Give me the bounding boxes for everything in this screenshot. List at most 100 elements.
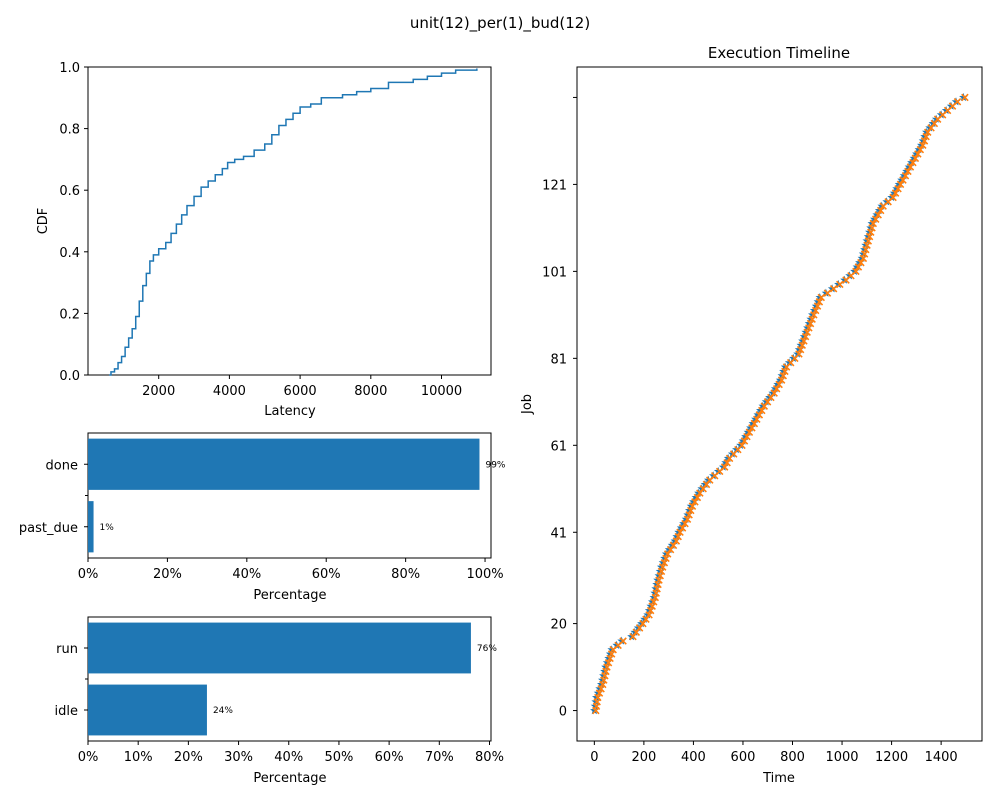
timeline-end-point bbox=[860, 250, 869, 258]
timeline-end-point bbox=[909, 158, 917, 167]
util-xtick-label: 30% bbox=[224, 750, 253, 765]
timeline-end-point bbox=[723, 458, 731, 467]
timeline-end-point bbox=[906, 163, 915, 171]
cdf-line bbox=[109, 68, 478, 376]
timeline-end-point bbox=[777, 376, 786, 384]
cdf-xlabel: Latency bbox=[264, 404, 316, 419]
timeline-end-point bbox=[662, 554, 670, 563]
timeline-end-point bbox=[863, 241, 871, 250]
cdf-ytick-label: 0.6 bbox=[59, 184, 80, 199]
timeline-end-point bbox=[663, 550, 672, 558]
timeline-end-point bbox=[672, 537, 681, 545]
util-xtick-label: 80% bbox=[475, 750, 504, 765]
timeline-end-point bbox=[862, 245, 870, 254]
util-value-label: 76% bbox=[477, 644, 497, 654]
timeline-end-point bbox=[656, 571, 664, 580]
timeline-end-point bbox=[901, 171, 910, 180]
timeline-end-point bbox=[649, 598, 658, 606]
timeline-end-point bbox=[666, 545, 675, 554]
timeline-end-point bbox=[658, 563, 667, 571]
timeline-end-point bbox=[889, 193, 897, 202]
timeline-ytick-label: 81 bbox=[550, 352, 567, 367]
timeline-end-point bbox=[642, 615, 650, 624]
timeline-end-point bbox=[655, 576, 663, 584]
timeline-end-point bbox=[852, 267, 860, 276]
execution-timeline-chart: Execution Timeline Time Job 0 200 400 600 80… bbox=[520, 44, 983, 786]
util-category-label: idle bbox=[55, 704, 78, 719]
status-xtick-label: 20% bbox=[153, 567, 182, 582]
timeline-end-point bbox=[594, 693, 602, 702]
timeline-end-point bbox=[829, 285, 838, 293]
timeline-end-point bbox=[854, 263, 863, 271]
timeline-end-point bbox=[685, 511, 693, 519]
timeline-end-point bbox=[876, 206, 885, 215]
timeline-end-point bbox=[803, 328, 811, 337]
util-xlabel: Percentage bbox=[253, 771, 326, 786]
timeline-end-point bbox=[961, 93, 969, 102]
status-xlabel: Percentage bbox=[253, 588, 326, 603]
timeline-end-point bbox=[603, 663, 611, 671]
timeline-end-point bbox=[669, 541, 678, 550]
util-xtick-label: 70% bbox=[425, 750, 454, 765]
status-category-label: past_due bbox=[19, 521, 78, 536]
figure-title: unit(12)_per(1)_bud(12) bbox=[410, 14, 590, 33]
status-bar-done bbox=[88, 438, 480, 490]
timeline-end-point bbox=[916, 145, 925, 154]
timeline-end-point bbox=[639, 619, 647, 628]
timeline-xlabel: Time bbox=[762, 771, 795, 786]
timeline-end-point bbox=[891, 189, 900, 197]
timeline-end-point bbox=[806, 319, 815, 328]
timeline-end-point bbox=[817, 293, 826, 302]
timeline-end-point bbox=[720, 463, 729, 471]
timeline-end-point bbox=[676, 528, 684, 537]
timeline-end-point bbox=[874, 211, 882, 219]
timeline-end-point bbox=[808, 315, 816, 323]
timeline-end-point bbox=[796, 345, 805, 354]
timeline-end-markers bbox=[592, 93, 969, 715]
timeline-end-point bbox=[688, 502, 697, 510]
timeline-end-point bbox=[772, 385, 781, 393]
timeline-end-point bbox=[770, 389, 778, 397]
status-value-label: 99% bbox=[485, 460, 505, 470]
timeline-end-point bbox=[865, 232, 874, 241]
util-xtick-label: 60% bbox=[375, 750, 404, 765]
util-bar-run bbox=[88, 622, 471, 674]
timeline-end-point bbox=[811, 306, 820, 315]
timeline-end-point bbox=[595, 689, 604, 697]
timeline-end-point bbox=[691, 498, 699, 506]
timeline-end-point bbox=[899, 176, 907, 184]
timeline-xtick-label: 200 bbox=[631, 750, 656, 765]
cdf-chart: Latency CDF 2000 4000 6000 8000 10000 0.0 0.2 0… bbox=[36, 61, 492, 419]
cdf-xtick-label: 4000 bbox=[213, 384, 246, 399]
timeline-end-point bbox=[801, 332, 810, 341]
cdf-xtick-label: 2000 bbox=[142, 384, 175, 399]
timeline-end-point bbox=[919, 141, 927, 150]
timeline-end-point bbox=[683, 515, 692, 523]
timeline-end-point bbox=[868, 224, 876, 232]
cdf-ytick-label: 1.0 bbox=[59, 61, 80, 76]
cdf-ytick-label: 0.8 bbox=[59, 123, 80, 138]
timeline-end-point bbox=[896, 180, 905, 189]
util-category-label: run bbox=[56, 642, 78, 657]
status-bar-past_due bbox=[88, 501, 94, 553]
timeline-end-point bbox=[604, 658, 613, 667]
cdf-ylabel: CDF bbox=[36, 208, 51, 235]
cdf-plot-area bbox=[87, 66, 492, 376]
timeline-end-point bbox=[753, 415, 761, 423]
timeline-end-point bbox=[779, 371, 788, 380]
util-value-label: 24% bbox=[213, 706, 233, 716]
timeline-xtick-label: 600 bbox=[731, 750, 756, 765]
timeline-end-point bbox=[660, 558, 669, 567]
timeline-end-point bbox=[743, 432, 751, 441]
cdf-ytick-label: 0.0 bbox=[59, 369, 80, 384]
utilization-bar-chart: Percentage run 76% idle 24% 0% 10% 20% 30% 40% 50… bbox=[55, 616, 504, 786]
timeline-end-point bbox=[619, 637, 627, 645]
timeline-end-point bbox=[857, 258, 865, 267]
timeline-xtick-label: 0 bbox=[590, 750, 598, 765]
timeline-end-point bbox=[813, 302, 822, 310]
timeline-end-point bbox=[607, 650, 616, 658]
timeline-end-point bbox=[867, 228, 875, 237]
timeline-end-point bbox=[674, 532, 682, 541]
util-xtick-label: 20% bbox=[174, 750, 203, 765]
